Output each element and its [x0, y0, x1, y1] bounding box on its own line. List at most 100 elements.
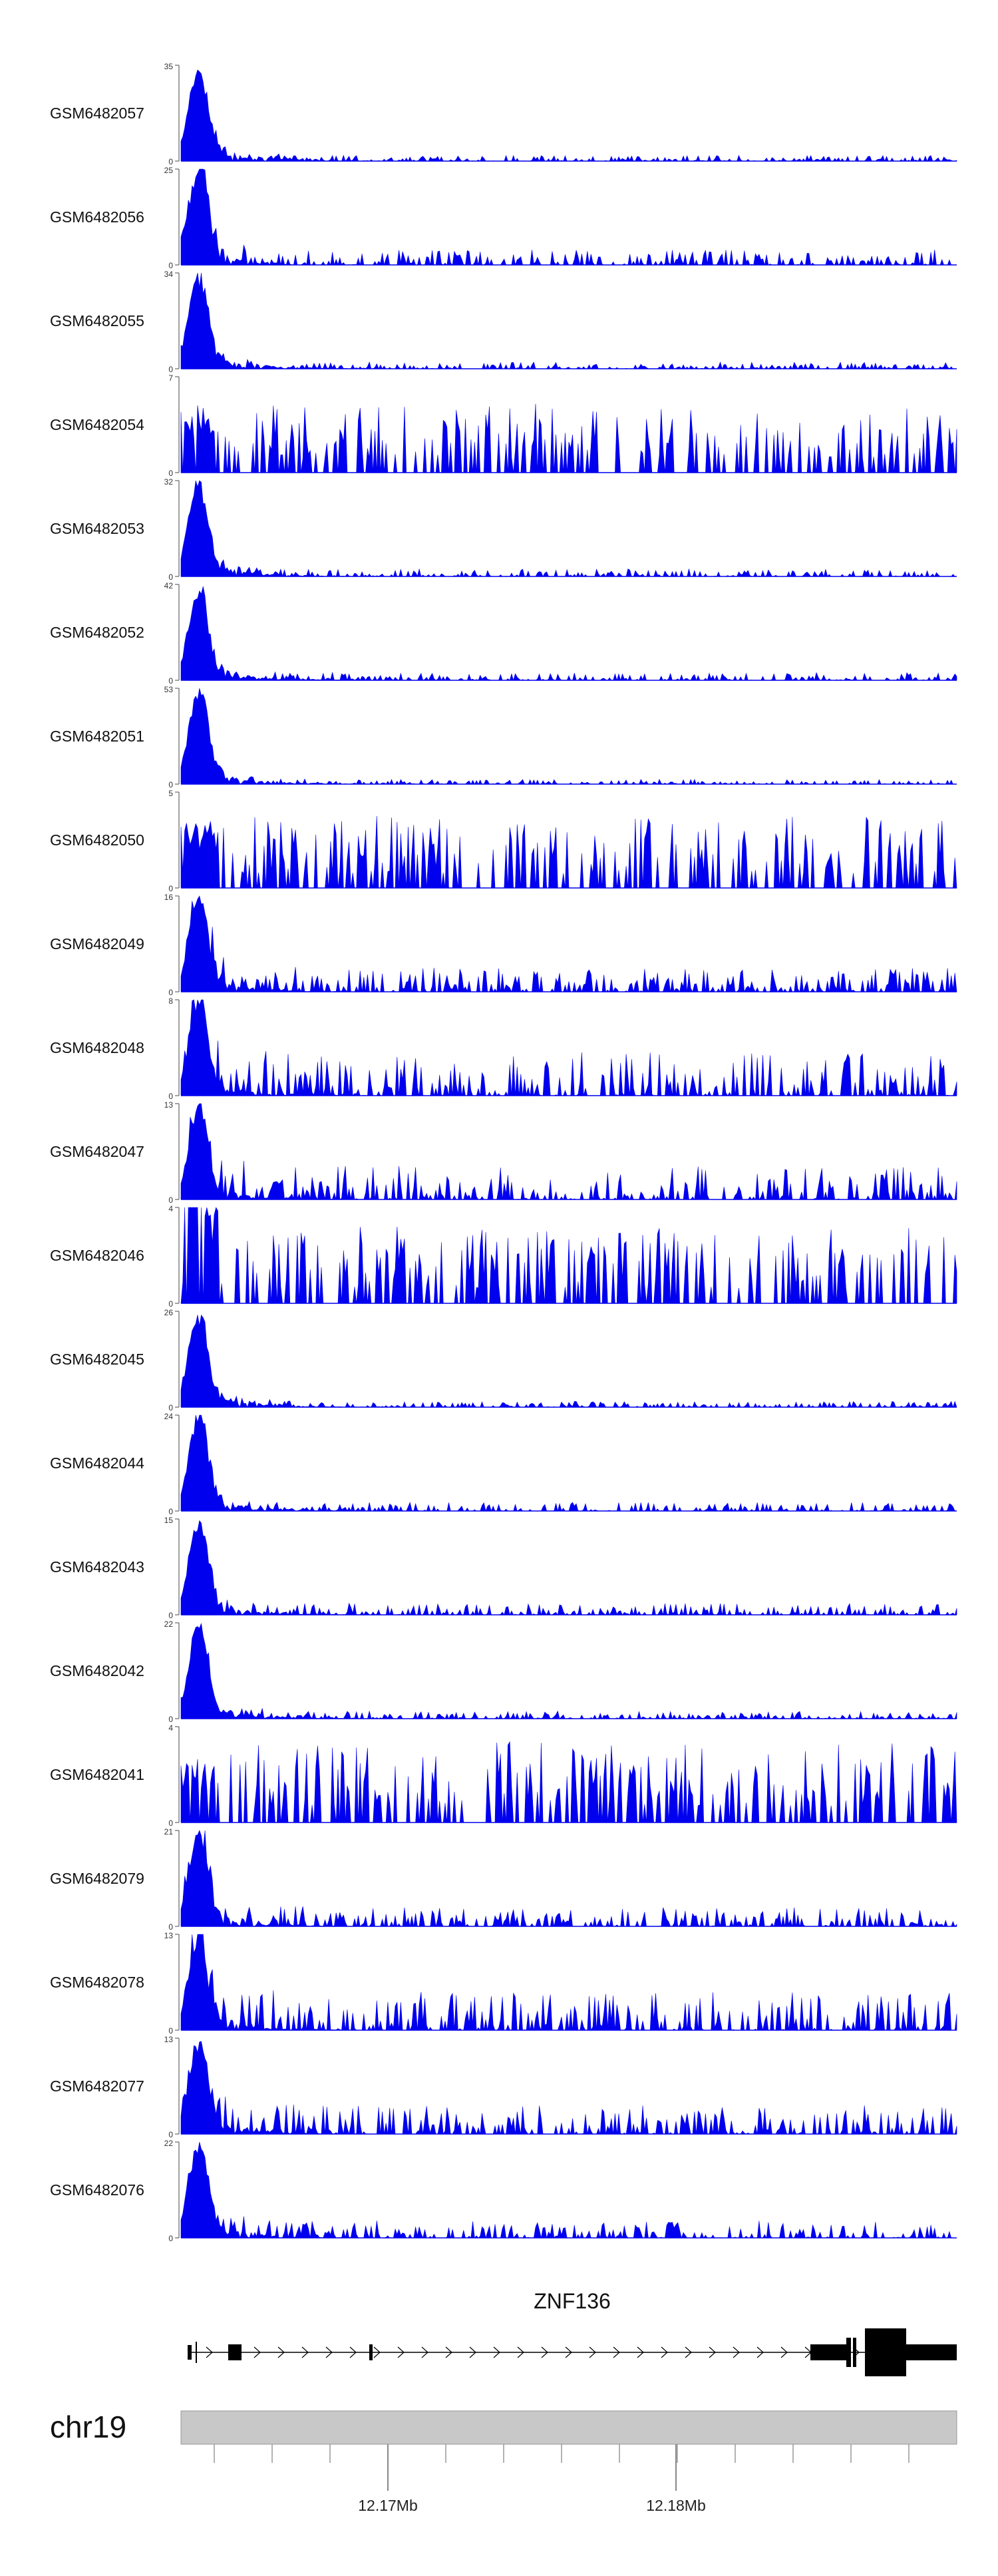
y-min-label: 0 [168, 1507, 173, 1516]
axis-tick-label: 12.18Mb [646, 2497, 706, 2514]
gene-exon [865, 2328, 906, 2376]
y-min-label: 0 [168, 1922, 173, 1932]
y-max-label: 13 [164, 1931, 174, 1940]
y-min-label: 0 [168, 1299, 173, 1309]
track-GSM6482046: GSM6482046 4 0 [50, 1204, 957, 1309]
track-label: GSM6482057 [50, 105, 144, 122]
track-label: GSM6482047 [50, 1143, 144, 1160]
y-min-label: 0 [168, 469, 173, 478]
chromosome-axis: 12.17Mb 12.18Mb [214, 2444, 910, 2514]
strand-arrow [421, 2346, 428, 2358]
track-GSM6482051: GSM6482051 53 0 [50, 685, 957, 789]
track-GSM6482079: GSM6482079 21 0 [50, 1827, 957, 1932]
track-label: GSM6482051 [50, 728, 144, 745]
gene-track: ZNF136 [188, 2289, 957, 2376]
track-label: GSM6482045 [50, 1351, 144, 1368]
y-min-label: 0 [168, 1611, 173, 1620]
y-max-label: 24 [164, 1412, 174, 1421]
track-label: GSM6482046 [50, 1247, 144, 1264]
axis-tick-label: 12.17Mb [358, 2497, 418, 2514]
strand-arrow [253, 2346, 261, 2358]
y-max-label: 26 [164, 1308, 174, 1317]
y-max-label: 4 [168, 1204, 173, 1213]
track-GSM6482048: GSM6482048 8 0 [50, 996, 957, 1101]
coverage-area [180, 272, 957, 369]
y-min-label: 0 [168, 2026, 173, 2036]
strand-arrow [373, 2346, 381, 2358]
strand-arrow [565, 2346, 572, 2358]
chromosome-track: chr19 12.17Mb 12.18Mb [50, 2410, 957, 2514]
strand-arrow [733, 2346, 740, 2358]
y-max-label: 22 [164, 1619, 174, 1629]
track-GSM6482041: GSM6482041 4 0 [50, 1723, 957, 1828]
y-min-label: 0 [168, 572, 173, 582]
y-max-label: 5 [168, 789, 173, 798]
coverage-area [180, 1207, 957, 1304]
y-min-label: 0 [168, 365, 173, 374]
track-label: GSM6482044 [50, 1454, 144, 1472]
track-label: GSM6482077 [50, 2077, 144, 2095]
coverage-area [180, 168, 957, 266]
track-GSM6482043: GSM6482043 15 0 [50, 1516, 957, 1620]
coverage-area [180, 1414, 957, 1512]
coverage-area [180, 403, 957, 473]
track-GSM6482045: GSM6482045 26 0 [50, 1308, 957, 1412]
track-GSM6482077: GSM6482077 13 0 [50, 2035, 957, 2139]
gene-exon [196, 2342, 197, 2363]
chromosome-label: chr19 [50, 2410, 126, 2444]
y-max-label: 34 [164, 270, 174, 279]
strand-arrow [277, 2346, 285, 2358]
chromosome-ideogram [180, 2410, 957, 2445]
y-max-label: 7 [168, 373, 173, 383]
coverage-area [180, 1314, 957, 1408]
y-min-label: 0 [168, 676, 173, 686]
y-min-label: 0 [168, 780, 173, 789]
y-max-label: 25 [164, 166, 174, 175]
y-max-label: 53 [164, 685, 174, 694]
track-label: GSM6482076 [50, 2181, 144, 2199]
coverage-area [180, 2041, 957, 2135]
strand-arrow [493, 2346, 500, 2358]
track-GSM6482049: GSM6482049 16 0 [50, 893, 957, 997]
y-max-label: 16 [164, 893, 174, 902]
coverage-area [180, 586, 957, 682]
gene-exon [853, 2338, 856, 2367]
coverage-area [180, 688, 957, 785]
track-GSM6482053: GSM6482053 32 0 [50, 477, 957, 582]
track-GSM6482050: GSM6482050 5 0 [50, 789, 957, 893]
strand-arrow [637, 2346, 644, 2358]
y-min-label: 0 [168, 2130, 173, 2139]
track-label: GSM6482041 [50, 1766, 144, 1783]
y-min-label: 0 [168, 1092, 173, 1101]
strand-arrow [589, 2346, 596, 2358]
track-GSM6482055: GSM6482055 34 0 [50, 270, 957, 374]
track-label: GSM6482050 [50, 831, 144, 849]
y-min-label: 0 [168, 261, 173, 270]
y-min-label: 0 [168, 2234, 173, 2243]
track-label: GSM6482078 [50, 1974, 144, 1991]
coverage-area [180, 1934, 957, 2032]
strand-arrow [517, 2346, 524, 2358]
track-label: GSM6482042 [50, 1662, 144, 1679]
strand-arrow [685, 2346, 692, 2358]
coverage-area [180, 1741, 957, 1823]
strand-arrow [349, 2346, 357, 2358]
coverage-tracks: GSM6482057350GSM6482056250GSM6482055340G… [50, 62, 957, 2243]
track-GSM6482044: GSM6482044 24 0 [50, 1412, 957, 1516]
strand-arrow [301, 2346, 309, 2358]
coverage-area [180, 69, 957, 162]
track-GSM6482052: GSM6482052 42 0 [50, 581, 957, 686]
gene-exon [369, 2344, 373, 2360]
strand-arrow [397, 2346, 405, 2358]
y-min-label: 0 [168, 1403, 173, 1412]
strand-arrow [325, 2346, 333, 2358]
y-max-label: 22 [164, 2139, 174, 2148]
y-min-label: 0 [168, 988, 173, 997]
y-max-label: 21 [164, 1827, 174, 1836]
coverage-area [180, 999, 957, 1097]
y-max-label: 4 [168, 1723, 173, 1733]
track-label: GSM6482049 [50, 935, 144, 953]
gene-exon [810, 2344, 846, 2360]
strand-arrow [445, 2346, 452, 2358]
